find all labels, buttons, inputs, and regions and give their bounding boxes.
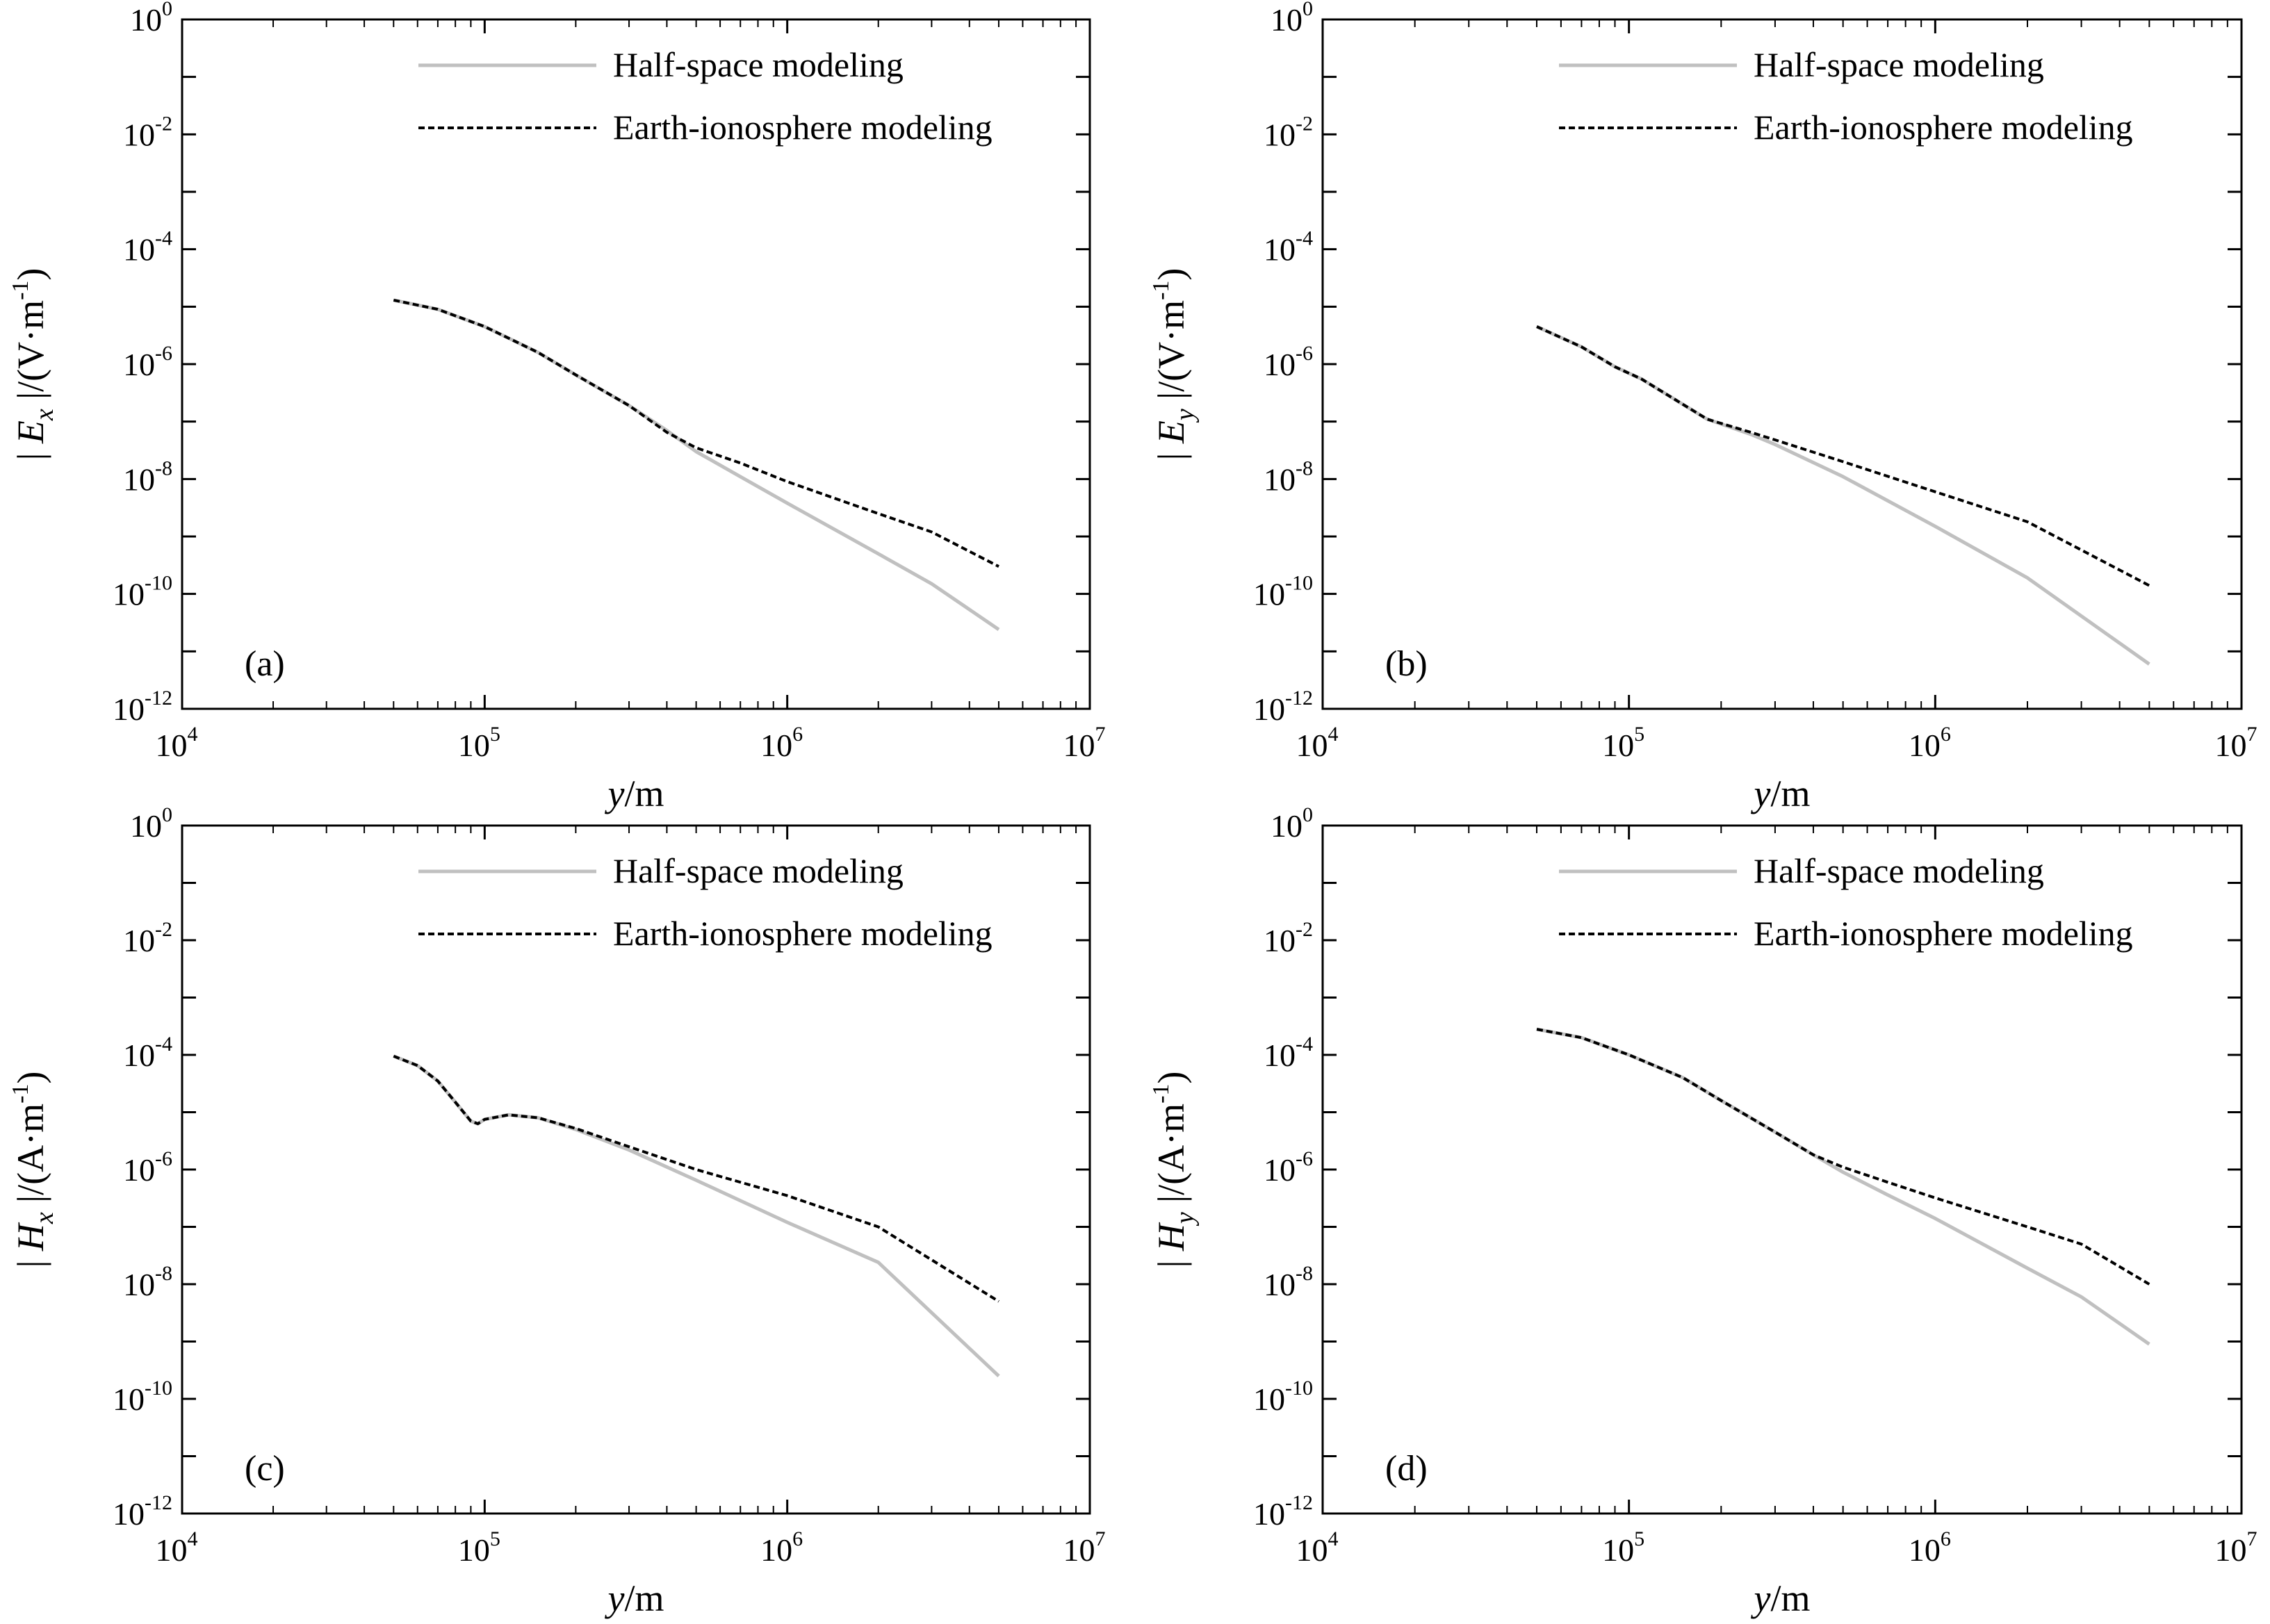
legend-entry: Half-space modeling [613,45,904,84]
x-tick-label: 104 [156,1527,198,1568]
y-tick-label: 10-2 [123,918,172,958]
series-line-half-space [1535,325,2150,666]
panel-c: 104 105 106 107 100 10-2 10-4 10-6 10-8 10-10 10-1… [8,803,1106,1619]
panel-d: 104 105 106 107 100 10-2 10-4 10-6 10-8 10-10 10-1… [1148,803,2257,1619]
y-tick-label: 10-6 [123,1147,172,1188]
panel-label: (a) [245,644,285,684]
y-tick-label: 10-8 [1264,457,1313,497]
y-tick-label: 10-12 [1253,687,1313,727]
panel-label: (b) [1385,644,1428,684]
y-tick-label: 10-6 [123,342,172,382]
x-tick-label: 104 [1296,723,1339,763]
legend-entry: Half-space modeling [1754,45,2044,84]
series-line-earth-ionosphere [393,1054,1000,1303]
series-line-half-space [393,298,1000,631]
y-tick-label: 10-10 [113,1377,172,1417]
x-tick-label: 106 [1909,1527,1951,1568]
y-tick-label: 10-4 [123,1033,172,1073]
panel-a: 104 105 106 107 100 10-2 10-4 10-6 10-8 10-10 10-1… [8,0,1106,814]
y-tick-label: 10-10 [113,572,172,612]
panel-label: (d) [1385,1449,1428,1488]
x-tick-label: 107 [1063,723,1106,763]
y-axis-title: | Hx |/(A·m-1) [8,1072,59,1268]
y-tick-label: 10-8 [1264,1262,1313,1302]
x-tick-label: 105 [458,1527,500,1568]
series-line-earth-ionosphere [393,298,999,568]
x-tick-label: 105 [1602,1527,1644,1568]
y-tick-label: 10-12 [113,687,172,727]
x-tick-label: 107 [1063,1527,1106,1568]
legend-entry: Earth-ionosphere modeling [1754,108,2133,147]
y-tick-label: 10-10 [1253,572,1313,612]
y-tick-label: 100 [130,803,172,844]
x-tick-label: 105 [458,723,500,763]
panel-label: (c) [245,1449,285,1488]
legend-entry: Earth-ionosphere modeling [613,108,993,147]
x-tick-label: 106 [760,1527,803,1568]
y-axis-title: | Hy |/(A·m-1) [1148,1072,1200,1268]
x-tick-label: 105 [1602,723,1644,763]
y-tick-label: 100 [1271,0,1313,38]
y-tick-label: 100 [130,0,172,38]
y-tick-label: 10-6 [1264,342,1313,382]
y-tick-label: 10-8 [123,1262,172,1302]
y-tick-label: 100 [1271,803,1313,844]
y-tick-label: 10-12 [1253,1491,1313,1532]
y-tick-label: 10-4 [1264,1033,1313,1073]
x-axis-title: y/m [605,1577,664,1619]
series-line-half-space [1536,1027,2150,1346]
y-tick-label: 10-8 [123,457,172,497]
series-line-earth-ionosphere [1536,325,2150,587]
y-tick-label: 10-12 [113,1491,172,1532]
x-tick-label: 107 [2215,723,2257,763]
x-axis-title: y/m [1751,773,1811,814]
panel-b: 104 105 106 107 100 10-2 10-4 10-6 10-8 10-10 10-1… [1148,0,2257,814]
y-axis-title: | Ex |/(V·m-1) [8,268,59,461]
legend-entry: Half-space modeling [613,851,904,890]
y-tick-label: 10-2 [123,112,172,152]
y-axis-title: | Ey |/(V·m-1) [1148,268,1200,461]
x-tick-label: 104 [156,723,198,763]
series-line-half-space [393,1054,1000,1378]
x-tick-label: 107 [2215,1527,2257,1568]
legend-entry: Earth-ionosphere modeling [1754,914,2133,953]
legend-entry: Half-space modeling [1754,851,2044,890]
x-tick-label: 106 [1909,723,1951,763]
legend-entry: Earth-ionosphere modeling [613,914,993,953]
x-tick-label: 106 [760,723,803,763]
x-tick-label: 104 [1296,1527,1339,1568]
x-axis-title: y/m [605,773,664,814]
series-line-earth-ionosphere [1536,1028,2150,1286]
y-tick-label: 10-4 [123,227,172,268]
y-tick-label: 10-2 [1264,918,1313,958]
y-tick-label: 10-6 [1264,1147,1313,1188]
y-tick-label: 10-4 [1264,227,1313,268]
x-axis-title: y/m [1751,1577,1811,1619]
y-tick-label: 10-10 [1253,1377,1313,1417]
y-tick-label: 10-2 [1264,112,1313,152]
